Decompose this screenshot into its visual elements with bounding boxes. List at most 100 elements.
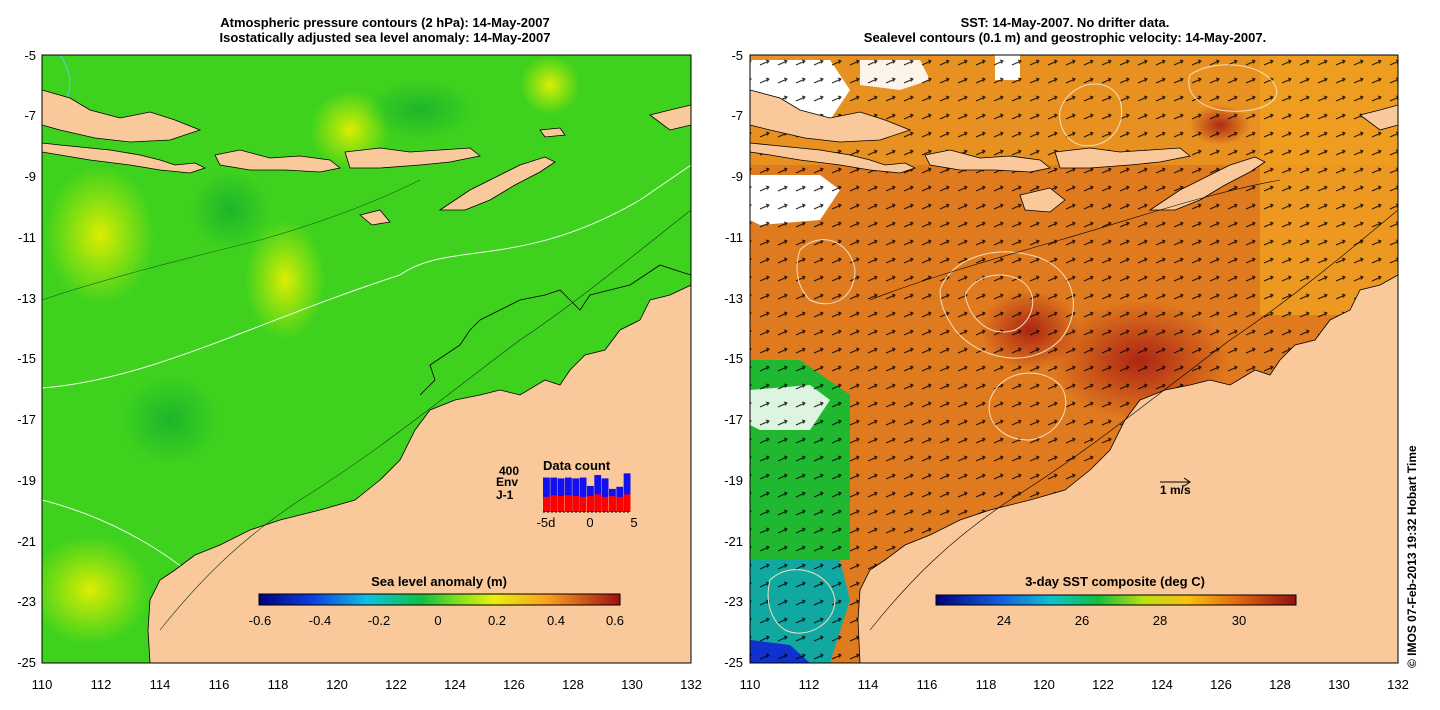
inset-j1-bar <box>557 496 565 512</box>
inset-j1-bar <box>550 495 558 512</box>
left-x-tick: 118 <box>268 677 289 692</box>
sla-colorbar-tick: 0.4 <box>547 613 565 628</box>
left-panel-title: Atmospheric pressure contours (2 hPa): 1… <box>110 15 660 45</box>
left-x-tick: 122 <box>385 677 407 692</box>
left-x-tick: 130 <box>621 677 643 692</box>
left-x-tick: 126 <box>503 677 525 692</box>
inset-x-tick: 5 <box>630 515 637 530</box>
inset-title: Data count <box>543 458 611 473</box>
inset-env-bar <box>543 477 550 512</box>
inset-j1-label: J-1 <box>496 488 514 502</box>
right-x-tick: 116 <box>917 677 938 692</box>
right-y-tick: -15 <box>724 351 743 366</box>
left-y-tick: -23 <box>17 594 36 609</box>
inset-j1-bar <box>601 496 609 512</box>
inset-j1-bar <box>616 496 624 512</box>
left-y-tick: -25 <box>17 655 36 670</box>
left-map <box>42 55 691 663</box>
right-x-tick: 130 <box>1328 677 1350 692</box>
inset-j1-bar <box>623 494 631 512</box>
left-y-tick: -9 <box>24 169 36 184</box>
inset-env-bar <box>623 473 631 512</box>
sla-colorbar-tick: -0.4 <box>309 613 331 628</box>
right-y-tick: -23 <box>724 594 743 609</box>
right-y-tick: -19 <box>724 473 743 488</box>
left-title-line1: Atmospheric pressure contours (2 hPa): 1… <box>220 15 550 30</box>
left-y-tick: -19 <box>17 473 36 488</box>
inset-j1-bar <box>572 496 580 512</box>
inset-env-bar <box>557 478 565 512</box>
sst-colorbar-tick: 24 <box>997 613 1011 628</box>
right-x-tick: 122 <box>1092 677 1114 692</box>
right-y-tick: -25 <box>724 655 743 670</box>
inset-x-tick: -5d <box>537 515 556 530</box>
left-y-tick: -13 <box>17 291 36 306</box>
right-x-tick: 126 <box>1210 677 1232 692</box>
left-x-tick: 128 <box>562 677 584 692</box>
left-x-axis: 110 112 114 116 118 120 122 124 126 128 … <box>32 677 702 692</box>
right-panel-title: SST: 14-May-2007. No drifter data. Seale… <box>790 15 1340 45</box>
right-x-tick: 120 <box>1033 677 1055 692</box>
velocity-arrow-icon <box>1160 477 1191 487</box>
left-x-tick: 110 <box>32 677 53 692</box>
left-y-tick: -5 <box>24 48 36 63</box>
right-y-tick: -13 <box>724 291 743 306</box>
left-y-tick: -7 <box>24 108 36 123</box>
right-map <box>750 55 1398 663</box>
right-x-tick: 128 <box>1269 677 1291 692</box>
inset-j1-bar <box>587 496 594 512</box>
sla-colorbar-tick: 0 <box>434 613 441 628</box>
left-x-tick: 116 <box>209 677 230 692</box>
inset-env-bar <box>572 478 580 512</box>
right-y-axis: -5 -7 -9 -11 -13 -15 -17 -19 -21 -23 -25 <box>724 48 743 670</box>
inset-x-tick: 0 <box>586 515 593 530</box>
right-map-frame <box>749 54 1399 664</box>
sst-colorbar-title: 3-day SST composite (deg C) <box>1025 574 1205 589</box>
inset-env-label: Env <box>496 475 518 489</box>
left-y-tick: -11 <box>18 230 36 245</box>
inset-env-bar <box>579 477 587 512</box>
inset-max-label: 400 <box>499 464 519 478</box>
velocity-scale-label: 1 m/s <box>1160 483 1191 497</box>
data-count-inset: Data count 400 Env J-1 -5d 0 5 <box>496 458 638 530</box>
sst-colorbar-tick: 26 <box>1075 613 1089 628</box>
inset-bars <box>543 473 631 512</box>
right-y-tick: -17 <box>724 412 743 427</box>
sla-colorbar-tick: 0.6 <box>606 613 624 628</box>
inset-j1-bar <box>609 496 616 512</box>
inset-env-bar <box>601 478 609 512</box>
left-x-tick: 120 <box>326 677 348 692</box>
sla-colorbar-tick: -0.2 <box>368 613 390 628</box>
inset-j1-bar <box>579 496 587 512</box>
inset-j1-bar <box>543 496 550 512</box>
left-y-tick: -17 <box>17 412 36 427</box>
right-y-tick: -11 <box>725 230 743 245</box>
left-y-tick: -21 <box>17 534 36 549</box>
left-x-tick: 132 <box>680 677 702 692</box>
right-x-tick: 132 <box>1387 677 1409 692</box>
credit-label: © IMOS 07-Feb-2013 19:32 Hobart Time <box>1405 445 1419 668</box>
left-x-tick: 124 <box>444 677 466 692</box>
left-y-axis: -5 -7 -9 -11 -13 -15 -17 -19 -21 -23 -25 <box>17 48 36 670</box>
right-x-axis: 110 112 114 116 118 120 122 124 126 128 … <box>740 677 1409 692</box>
sst-colorbar: 3-day SST composite (deg C) 24 26 28 30 <box>935 574 1297 628</box>
right-x-tick: 110 <box>740 677 761 692</box>
left-map-frame <box>41 54 692 664</box>
left-x-tick: 114 <box>150 677 171 692</box>
sla-colorbar-title: Sea level anomaly (m) <box>371 574 507 589</box>
left-y-tick: -15 <box>17 351 36 366</box>
sla-colorbar-tick: -0.6 <box>249 613 271 628</box>
right-y-tick: -21 <box>724 534 743 549</box>
sla-colorbar-tick: 0.2 <box>488 613 506 628</box>
left-title-line2: Isostatically adjusted sea level anomaly… <box>219 30 551 45</box>
sla-colorbar: Sea level anomaly (m) -0.6 -0.4 -0.2 0 0… <box>249 574 624 628</box>
inset-j1-bar <box>594 494 602 512</box>
right-x-tick: 114 <box>858 677 879 692</box>
right-y-tick: -7 <box>731 108 743 123</box>
inset-env-bar <box>594 475 602 512</box>
inset-j1-bar <box>565 495 572 512</box>
inset-env-bar <box>550 477 558 512</box>
sst-colorbar-tick: 28 <box>1153 613 1167 628</box>
velocity-scale: 1 m/s <box>1160 477 1191 497</box>
